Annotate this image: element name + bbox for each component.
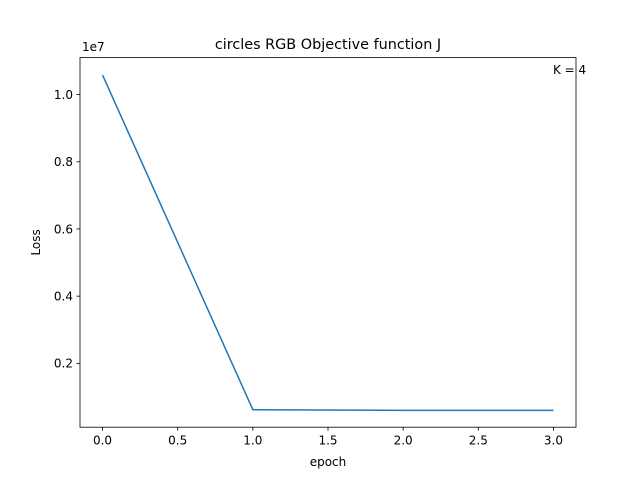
x-axis-label: epoch bbox=[310, 455, 347, 469]
x-tick-label: 2.5 bbox=[469, 434, 488, 448]
y-ticks: 0.2 0.4 0.6 0.8 1.0 bbox=[54, 88, 80, 371]
y-axis-label: Loss bbox=[29, 229, 43, 255]
y-tick-label: 0.4 bbox=[54, 289, 73, 303]
y-tick-label: 0.6 bbox=[54, 222, 73, 236]
y-tick-label: 0.2 bbox=[54, 357, 73, 371]
x-tick-label: 3.0 bbox=[544, 434, 563, 448]
x-tick-label: 1.5 bbox=[318, 434, 337, 448]
x-tick-label: 0.5 bbox=[168, 434, 187, 448]
x-tick-label: 2.0 bbox=[394, 434, 413, 448]
x-ticks: 0.0 0.5 1.0 1.5 2.0 2.5 3.0 bbox=[93, 427, 563, 448]
k-annotation: K = 4 bbox=[553, 63, 586, 77]
chart-title: circles RGB Objective function J bbox=[215, 37, 441, 53]
y-tick-label: 1.0 bbox=[54, 88, 73, 102]
y-tick-label: 0.8 bbox=[54, 155, 73, 169]
y-offset-label: 1e7 bbox=[82, 40, 105, 54]
series-line bbox=[101, 74, 554, 412]
x-tick-label: 0.0 bbox=[93, 434, 112, 448]
x-tick-label: 1.0 bbox=[243, 434, 262, 448]
